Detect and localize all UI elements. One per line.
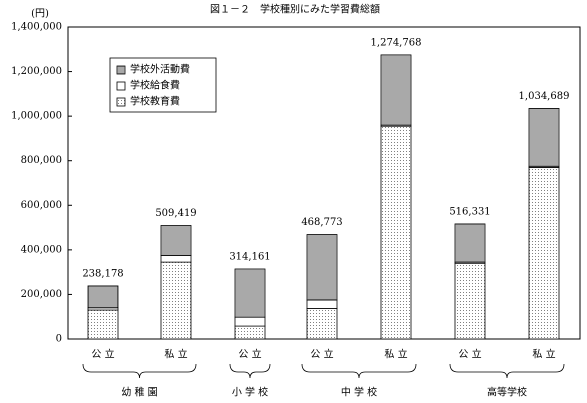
bar-segment — [380, 54, 412, 126]
bar-segment — [87, 285, 119, 309]
value-label: 238,178 — [82, 268, 123, 279]
y-tick-label: 1,000,000 — [11, 111, 62, 122]
value-label: 1,274,768 — [371, 37, 422, 48]
y-tick-label: 1,400,000 — [11, 22, 62, 33]
group-brace — [449, 363, 565, 379]
bar-segment — [234, 325, 266, 340]
bar-segment — [234, 268, 266, 318]
x-tick-label: 私 立 — [384, 348, 407, 361]
group-brace — [229, 363, 271, 379]
group-label: 幼 稚 園 — [121, 386, 157, 399]
legend-swatch — [116, 65, 126, 75]
x-tick-label: 公 立 — [238, 348, 261, 361]
legend-swatch — [116, 81, 126, 91]
group-label: 高等学校 — [487, 386, 527, 399]
bar-segment — [87, 309, 119, 340]
legend-swatch — [116, 97, 126, 107]
value-label: 1,034,689 — [519, 91, 570, 102]
y-tick-label: 800,000 — [21, 155, 62, 166]
bar-segment — [454, 262, 486, 340]
bar-segment — [160, 225, 192, 256]
value-label: 468,773 — [301, 217, 342, 228]
bar-segment — [306, 299, 338, 309]
x-tick-label: 私 立 — [164, 348, 187, 361]
bar-segment — [380, 125, 412, 340]
x-tick-label: 公 立 — [91, 348, 114, 361]
group-brace — [301, 363, 417, 379]
y-tick-label: 200,000 — [21, 289, 62, 300]
group-label: 中 学 校 — [341, 386, 377, 399]
y-tick-label: 1,200,000 — [11, 66, 62, 77]
bar-segment — [528, 108, 560, 167]
bar-segment — [306, 234, 338, 301]
y-unit: (円) — [31, 9, 49, 20]
bar-segment — [234, 316, 266, 327]
value-label: 516,331 — [449, 206, 490, 217]
x-tick-label: 公 立 — [310, 348, 333, 361]
group-label: 小 学 校 — [232, 386, 268, 399]
bar-segment — [160, 261, 192, 340]
value-label: 314,161 — [229, 251, 270, 262]
bar-segment — [160, 255, 192, 263]
legend-label: 学校給食費 — [130, 79, 180, 92]
legend-box — [109, 57, 217, 113]
bar-segment — [454, 223, 486, 263]
x-tick-label: 公 立 — [458, 348, 481, 361]
y-tick-label: 400,000 — [21, 244, 62, 255]
y-tick-label: 600,000 — [21, 200, 62, 211]
legend-label: 学校教育費 — [130, 95, 180, 108]
value-label: 509,419 — [155, 208, 196, 219]
x-tick-label: 私 立 — [532, 348, 555, 361]
legend-label: 学校外活動費 — [130, 63, 190, 76]
y-tick-label: 0 — [56, 334, 62, 345]
bar-segment — [306, 308, 338, 340]
bar-segment — [528, 166, 560, 340]
group-brace — [82, 363, 197, 379]
chart-title: 図１－２ 学校種別にみた学習費総額 — [210, 3, 380, 16]
